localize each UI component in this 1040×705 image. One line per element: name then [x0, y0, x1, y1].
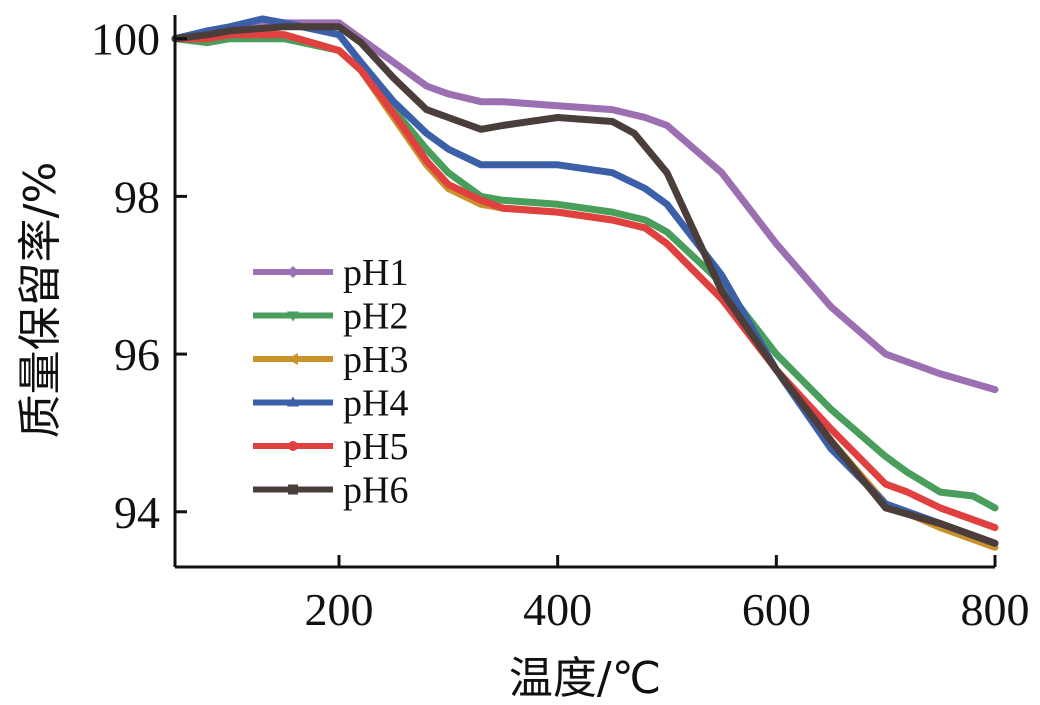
ticks: 200 400 600 800 94 96 98 100 [91, 14, 1030, 635]
legend-marker-ph5 [288, 441, 298, 451]
legend-marker-ph1 [287, 266, 299, 278]
legend-marker-ph4 [287, 396, 299, 407]
legend-label-ph2: pH2 [343, 296, 408, 338]
legend-label-ph1: pH1 [343, 252, 408, 294]
y-axis-title: 质量保留率/% [15, 162, 66, 439]
x-tick-label: 800 [961, 584, 1030, 635]
series-line-ph1 [171, 19, 999, 394]
y-tick-label: 100 [91, 14, 160, 65]
y-tick-label: 94 [114, 487, 160, 538]
legend-label-ph5: pH5 [343, 426, 408, 468]
legend-label-ph4: pH4 [343, 383, 408, 425]
legend-marker-ph2 [287, 311, 299, 322]
x-tick-label: 200 [305, 584, 374, 635]
x-axis-title: 温度/℃ [509, 653, 661, 704]
y-tick-label: 98 [114, 171, 160, 222]
legend-marker-ph3 [287, 353, 298, 365]
plot-series [171, 15, 999, 551]
legend-marker-ph6 [288, 484, 298, 495]
x-tick-label: 400 [523, 584, 592, 635]
series-line-ph4 [171, 15, 999, 547]
legend-label-ph6: pH6 [343, 470, 408, 512]
legend-label-ph3: pH3 [343, 339, 408, 381]
series-line-ph5 [171, 31, 999, 532]
series-line-ph6 [171, 23, 999, 547]
x-tick-label: 600 [742, 584, 811, 635]
y-tick-label: 96 [114, 329, 160, 380]
